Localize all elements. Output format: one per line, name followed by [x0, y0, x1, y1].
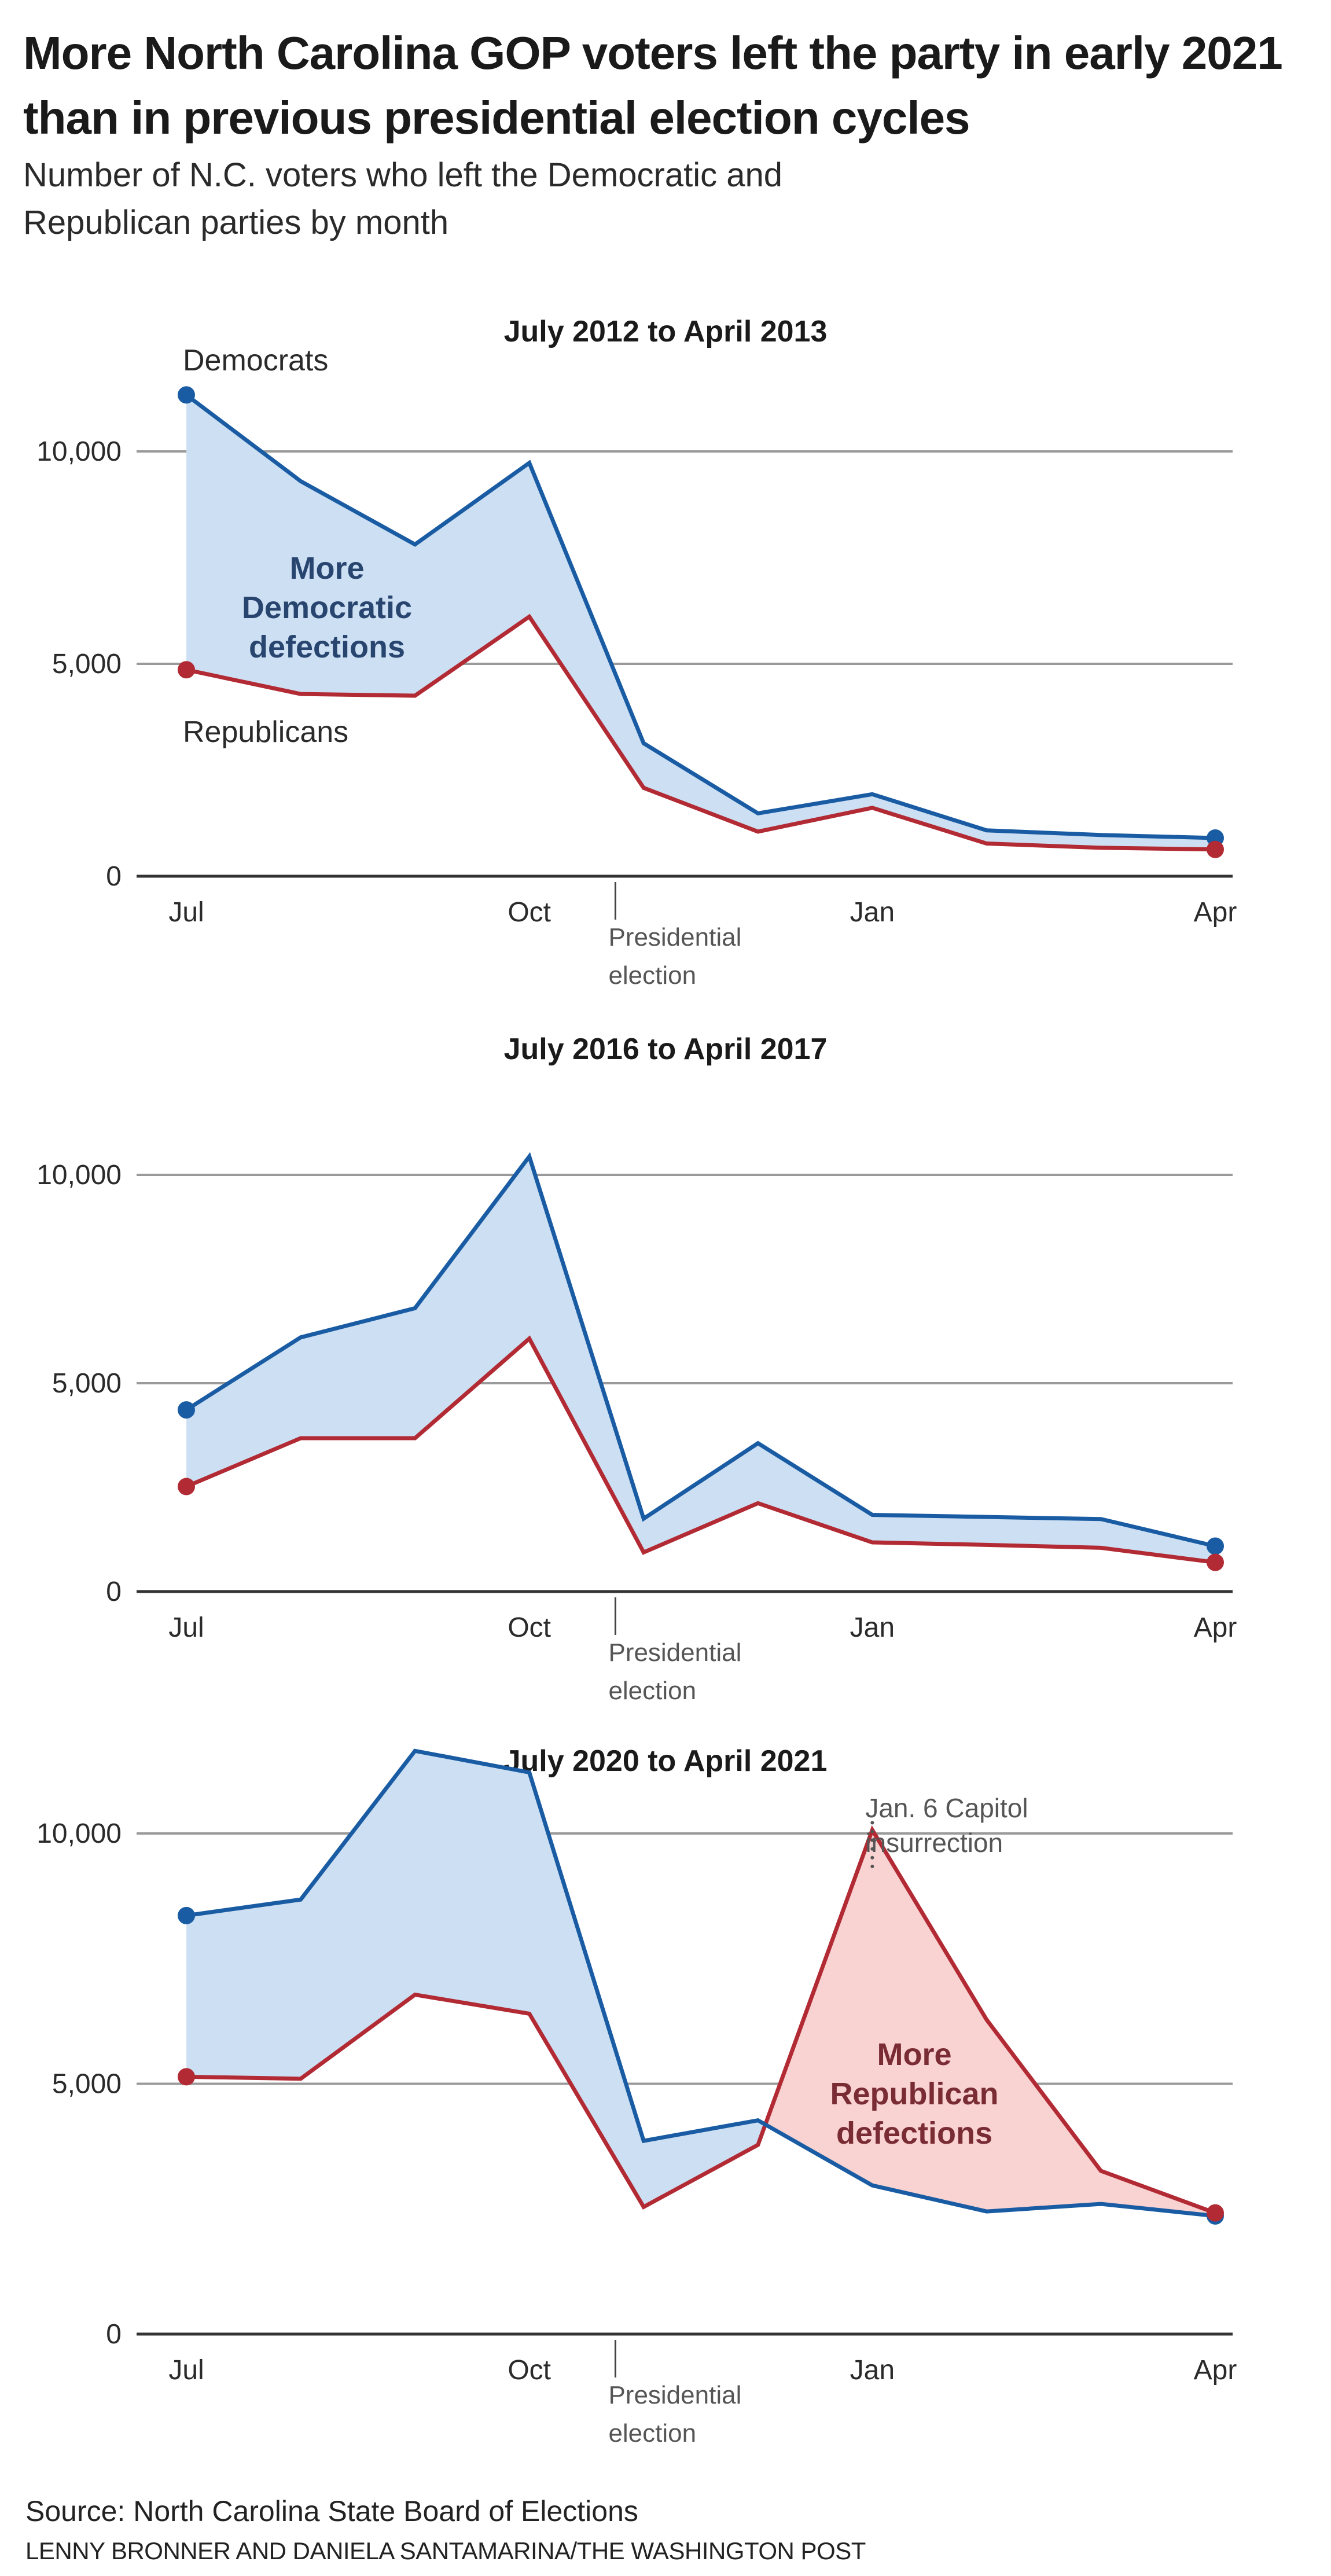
democrats-endpoint-dot — [178, 1906, 195, 1924]
democrats-endpoint-dot — [178, 386, 195, 404]
chart-2016-2017: July 2016 to April 2017 0 5,000 10,000 Presi… — [36, 1032, 1237, 1705]
chart-2012-2013: July 2012 to April 2013 0 5,000 10,000 Presi… — [36, 315, 1237, 990]
x-tick-label: Oct — [508, 2355, 551, 2386]
democrats-line — [185, 393, 1216, 840]
republicans-line — [186, 1825, 1216, 2215]
y-tick-label: 0 — [106, 861, 122, 892]
republicans-endpoint-dot — [1207, 840, 1224, 858]
republicans-line — [186, 613, 1216, 852]
republicans-series-label: Republicans — [183, 715, 348, 749]
republicans-line — [185, 1335, 1216, 1565]
source-note: Source: North Carolina State Board of El… — [25, 2495, 638, 2527]
jan6-annotation-label: insurrection — [865, 1828, 1003, 1858]
democratic-defection-band — [186, 1751, 766, 2207]
y-tick-label: 5,000 — [52, 2069, 122, 2100]
election-marker-label: Presidential — [608, 2381, 741, 2409]
x-tick-label: Apr — [1194, 1612, 1237, 1643]
chart-2020-2021: July 2020 to April 2021 0 5,000 10,000 Presi… — [36, 1748, 1237, 2448]
x-tick-label: Jan — [850, 2355, 895, 2386]
election-marker-label: election — [608, 961, 696, 990]
election-marker-label: Presidential — [608, 1638, 741, 1667]
x-tick-label: Jan — [850, 1612, 895, 1643]
x-tick-label: Apr — [1194, 2355, 1237, 2386]
republican-defection-band — [765, 1829, 1215, 2216]
subheadline: Number of N.C. voters who left the Democ… — [23, 156, 782, 241]
y-tick-label: 0 — [106, 1577, 122, 1607]
democrats-line — [186, 1748, 1216, 2218]
republicans-endpoint-dot — [178, 2068, 195, 2086]
republican-defections-label: More — [877, 2037, 951, 2072]
democratic-defection-band — [186, 395, 1215, 850]
y-tick-label: 0 — [106, 2319, 122, 2350]
democratic-defections-label: Democratic — [242, 590, 412, 625]
election-marker-label: election — [608, 2419, 696, 2448]
x-tick-label: Apr — [1194, 897, 1237, 928]
republicans-endpoint-dot — [178, 661, 195, 679]
x-tick-label: Jul — [168, 1612, 204, 1643]
republican-defections-label: Republican — [830, 2077, 998, 2111]
democrats-line — [185, 1152, 1216, 1548]
chart-title: July 2012 to April 2013 — [504, 315, 828, 348]
chart-title: July 2020 to April 2021 — [504, 1748, 828, 1778]
democrats-endpoint-dot — [1207, 1537, 1224, 1555]
headline: More North Carolina GOP voters left the … — [23, 27, 1283, 144]
x-tick-label: Jul — [168, 2355, 204, 2386]
credit-line: LENNY BRONNER AND DANIELA SANTAMARINA/TH… — [25, 2537, 866, 2564]
jan6-annotation-label: Jan. 6 Capitol — [865, 1793, 1028, 1823]
x-tick-label: Jan — [850, 897, 895, 928]
democrats-series-label: Democrats — [183, 344, 328, 377]
democratic-defections-label: defections — [249, 630, 405, 664]
election-marker-label: election — [608, 1677, 696, 1705]
republicans-endpoint-dot — [1207, 2204, 1224, 2222]
x-tick-label: Jul — [168, 897, 204, 928]
x-tick-label: Oct — [508, 897, 551, 928]
democratic-defection-band — [186, 1156, 1215, 1563]
y-tick-label: 10,000 — [36, 436, 122, 467]
republicans-endpoint-dot — [178, 1478, 195, 1495]
republicans-endpoint-dot — [1207, 1553, 1224, 1571]
y-tick-label: 5,000 — [52, 649, 122, 679]
election-marker-label: Presidential — [608, 923, 741, 951]
democratic-defections-label: More — [289, 551, 364, 586]
x-tick-label: Oct — [508, 1612, 551, 1643]
chart-title: July 2016 to April 2017 — [504, 1032, 828, 1066]
y-tick-label: 10,000 — [36, 1160, 122, 1190]
y-tick-label: 5,000 — [52, 1368, 122, 1399]
democrats-endpoint-dot — [178, 1401, 195, 1419]
republican-defections-label: defections — [836, 2116, 992, 2151]
y-tick-label: 10,000 — [36, 1818, 122, 1849]
